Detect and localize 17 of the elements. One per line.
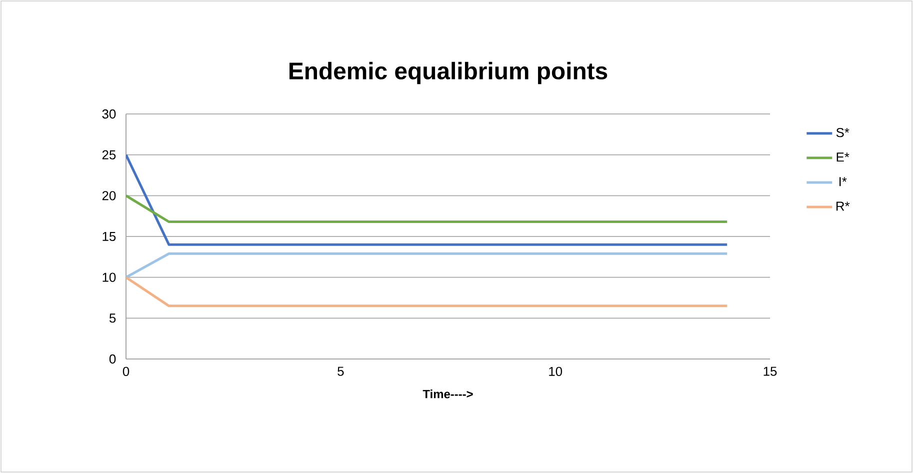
y-tick-label: 10	[102, 272, 116, 282]
x-tick-label: 0	[122, 366, 130, 376]
legend-label: S*	[836, 128, 850, 138]
legend-label: R*	[836, 202, 850, 211]
legend-label: I*	[839, 177, 847, 186]
x-tick-label: 5	[338, 366, 344, 376]
y-tick-label: 0	[109, 354, 116, 364]
x-axis-title: Time---->	[422, 390, 473, 398]
x-tick-label: 15	[764, 366, 777, 376]
legend-label: E*	[836, 152, 850, 162]
y-tick-label: 30	[102, 109, 116, 119]
y-tick-label: 20	[102, 191, 116, 200]
y-tick-label: 15	[102, 232, 116, 241]
chart-title: Endemic equalibrium points	[290, 62, 608, 84]
x-tick-label: 10	[549, 366, 562, 376]
y-tick-label: 25	[102, 150, 116, 160]
y-tick-label: 5	[109, 314, 116, 323]
